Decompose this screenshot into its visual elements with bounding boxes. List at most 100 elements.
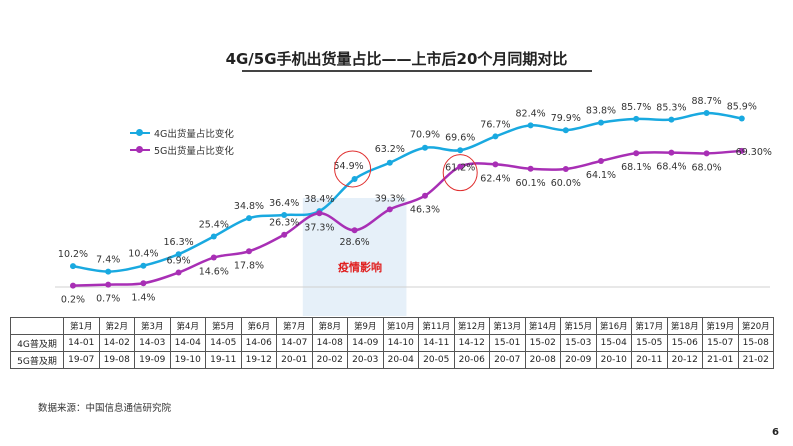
table-cell: 15-08 [737, 334, 774, 352]
table-cell: 14-02 [98, 334, 135, 352]
highlight-label: 疫情影响 [338, 261, 382, 274]
table-cell: 14-05 [205, 334, 242, 352]
data-label-5g: 0.7% [96, 294, 120, 305]
legend-swatch-4g [130, 129, 150, 136]
data-point-5g [316, 210, 323, 217]
data-label-5g: 26.3% [269, 218, 299, 229]
data-point-4g [246, 215, 252, 222]
table-cell: 20-04 [382, 351, 419, 369]
table-header-cell: 第9月 [347, 317, 384, 335]
table-header-cell: 第1月 [63, 317, 100, 335]
table-cell: 19-08 [98, 351, 135, 369]
table-cell: 19-07 [63, 351, 100, 369]
data-point-5g [386, 206, 393, 213]
table-cell: 20-10 [595, 351, 632, 369]
data-point-5g [738, 147, 745, 154]
table-header-cell: 第10月 [382, 317, 419, 335]
data-label-5g: 6.9% [167, 256, 191, 267]
data-point-4g [598, 119, 604, 126]
legend-item-5g: 5G出货量占比变化 [130, 143, 234, 157]
data-point-4g [210, 233, 217, 240]
data-label-5g: 68.0% [692, 162, 722, 173]
table-cell: 15-06 [666, 334, 703, 352]
table-cell: 14-04 [169, 334, 206, 352]
data-point-5g [633, 150, 640, 157]
page-number: 6 [772, 427, 779, 438]
table-cell: 20-09 [560, 351, 597, 369]
table-cell: 15-01 [489, 334, 526, 352]
data-label-5g: 39.3% [375, 193, 405, 204]
chart-title: 4G/5G手机出货量占比——上市后20个月同期对比 [0, 48, 793, 72]
data-label-4g: 76.7% [480, 119, 510, 130]
data-label-5g: 14.6% [199, 267, 229, 278]
data-point-4g [281, 212, 288, 219]
table-cell: 14-11 [418, 334, 455, 352]
data-point-4g [422, 144, 428, 151]
data-label-4g: 25.4% [199, 219, 229, 230]
table-header-cell: 第4月 [169, 317, 206, 335]
data-point-5g [140, 280, 147, 287]
table-cell: 14-06 [240, 334, 277, 352]
table-cell: 14-12 [453, 334, 490, 352]
table-header-cell: 第20月 [737, 317, 774, 335]
data-point-5g [281, 231, 288, 238]
data-label-4g: 79.9% [551, 113, 581, 124]
table-cell: 20-12 [666, 351, 703, 369]
data-point-5g [422, 192, 428, 199]
table-cell: 15-03 [560, 334, 597, 352]
data-point-5g [457, 163, 464, 170]
data-point-5g [527, 165, 534, 172]
table-cell: 20-06 [453, 351, 490, 369]
data-point-5g [703, 150, 710, 157]
table-header-cell: 第16月 [595, 317, 632, 335]
data-label-4g: 34.8% [234, 201, 264, 212]
table-cell: 15-02 [524, 334, 561, 352]
table-header-cell: 第7月 [276, 317, 313, 335]
table-row-label: 5G普及期 [10, 351, 64, 369]
data-point-5g [70, 282, 76, 289]
table-cell: 21-01 [702, 351, 739, 369]
table-header-cell: 第15月 [560, 317, 597, 335]
table-cell: 14-03 [134, 334, 171, 352]
data-point-4g [562, 127, 569, 134]
data-label-4g: 38.4% [304, 194, 334, 205]
table-header-cell: 第5月 [205, 317, 242, 335]
data-label-4g: 10.4% [128, 249, 158, 260]
legend-label-5g: 5G出货量占比变化 [154, 146, 234, 157]
table-header-cell: 第13月 [489, 317, 526, 335]
table-header-cell: 第11月 [418, 317, 455, 335]
data-label-4g: 7.4% [96, 255, 120, 266]
table-header-cell: 第6月 [240, 317, 277, 335]
data-point-4g [457, 147, 464, 154]
data-point-4g [703, 110, 710, 117]
data-label-4g: 16.3% [164, 237, 194, 248]
table-cell: 20-05 [418, 351, 455, 369]
table-cell: 14-10 [382, 334, 419, 352]
table-header-cell: 第2月 [98, 317, 135, 335]
data-point-4g [70, 263, 76, 270]
table-cell: 21-02 [737, 351, 774, 369]
data-label-5g: 61.2% [445, 163, 475, 174]
table-header-cell: 第19月 [702, 317, 739, 335]
table-cell: 20-11 [631, 351, 668, 369]
data-point-4g [738, 115, 745, 122]
table-header-cell: 第17月 [631, 317, 668, 335]
data-label-5g: 60.1% [516, 178, 546, 189]
source-note: 数据来源：中国信息通信研究院 [38, 403, 172, 414]
data-label-4g: 85.3% [656, 103, 686, 114]
highlight-circle-5g [442, 154, 478, 192]
data-label-4g: 36.4% [269, 198, 299, 209]
table-cell: 14-09 [347, 334, 384, 352]
data-label-5g: 64.1% [586, 170, 616, 181]
data-label-5g: 1.4% [131, 292, 155, 303]
table-header-cell: 第14月 [524, 317, 561, 335]
data-label-5g: 28.6% [340, 237, 370, 248]
data-label-5g: 62.4% [480, 173, 510, 184]
data-label-4g: 88.7% [692, 96, 722, 107]
data-point-4g [633, 115, 640, 122]
data-label-4g: 82.4% [516, 108, 546, 119]
data-label-5g: 68.4% [656, 162, 686, 173]
data-label-4g: 70.9% [410, 130, 440, 141]
data-label-5g: 68.1% [621, 162, 651, 173]
data-point-4g [386, 159, 393, 166]
